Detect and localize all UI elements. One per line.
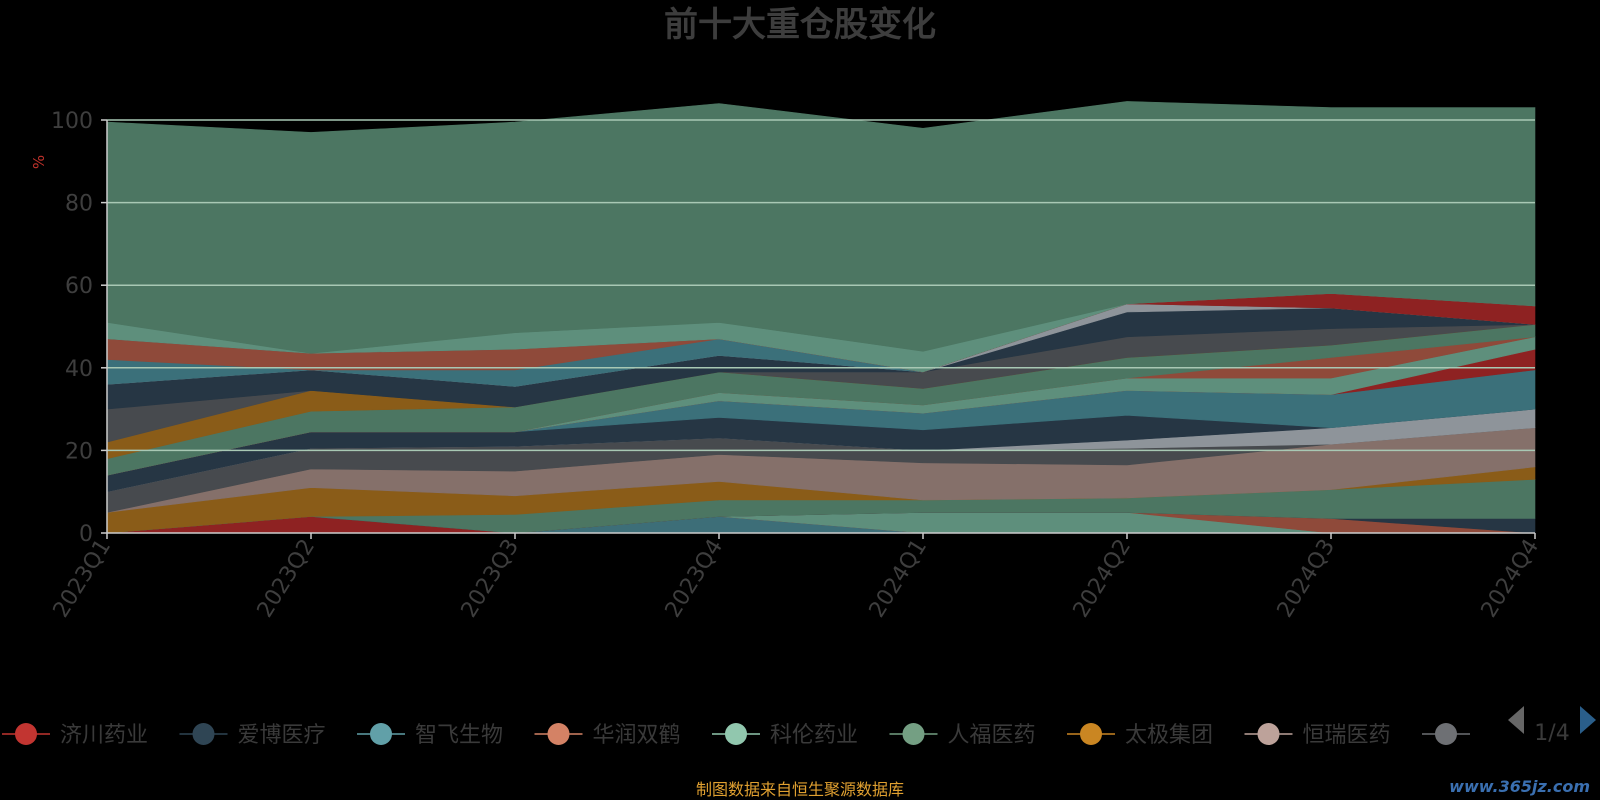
data-source-note: 制图数据来自恒生聚源数据库 [696, 780, 904, 799]
legend-item[interactable]: 华润双鹤 [534, 723, 681, 748]
legend-item[interactable]: 济川药业 [2, 723, 148, 748]
x-tick-label: 2024Q2 [1069, 535, 1136, 622]
legend-label: 人福医药 [948, 723, 1036, 748]
legend-marker [370, 723, 392, 745]
legend-marker [192, 723, 215, 745]
area-series-25 [106, 101, 1536, 354]
x-tick-label: 2023Q1 [49, 535, 116, 622]
x-tick-label: 2024Q1 [865, 535, 932, 622]
x-tick-label: 2023Q3 [457, 535, 524, 622]
legend-marker [725, 723, 747, 745]
legend-label: 智飞生物 [415, 723, 503, 748]
legend-label: 济川药业 [60, 723, 148, 748]
x-tick-label: 2023Q4 [661, 535, 728, 622]
legend-item[interactable]: 智飞生物 [357, 723, 503, 748]
y-axis-unit: % [30, 155, 48, 169]
y-tick-label: 100 [51, 109, 93, 134]
legend-item[interactable]: 恒瑞医药 [1244, 723, 1391, 748]
x-tick-label: 2024Q4 [1477, 535, 1544, 622]
legend-item[interactable]: 人福医药 [889, 723, 1036, 748]
y-tick-label: 80 [65, 192, 93, 217]
watermark-text: www.365jz.com [1449, 777, 1590, 796]
legend-label: 科伦药业 [770, 723, 858, 748]
chart-title: 前十大重仓股变化 [664, 5, 936, 45]
legend-label: 太极集团 [1125, 723, 1213, 748]
legend-marker [15, 723, 37, 745]
y-tick-label: 20 [65, 439, 93, 464]
legend-label: 恒瑞医药 [1303, 723, 1391, 748]
legend-item[interactable] [1422, 723, 1470, 745]
legend-prev-page-icon[interactable] [1508, 706, 1524, 734]
legend-label: 爱博医疗 [238, 723, 326, 748]
y-tick-label: 60 [65, 274, 93, 299]
legend-item[interactable]: 爱博医疗 [179, 723, 326, 748]
legend-page-indicator: 1/4 [1534, 721, 1569, 746]
legend-label: 华润双鹤 [593, 723, 681, 748]
legend-item[interactable]: 太极集团 [1067, 723, 1213, 748]
legend-marker [1080, 723, 1102, 745]
y-tick-label: 0 [79, 522, 93, 547]
legend-marker [902, 723, 925, 745]
legend-item[interactable]: 科伦药业 [712, 723, 858, 748]
legend-marker [1435, 723, 1457, 745]
y-tick-label: 40 [65, 357, 93, 382]
x-tick-label: 2023Q2 [253, 535, 320, 622]
x-tick-label: 2024Q3 [1273, 535, 1340, 622]
legend-next-page-icon[interactable] [1580, 706, 1596, 734]
legend-marker [547, 723, 570, 745]
legend-marker [1257, 723, 1280, 745]
